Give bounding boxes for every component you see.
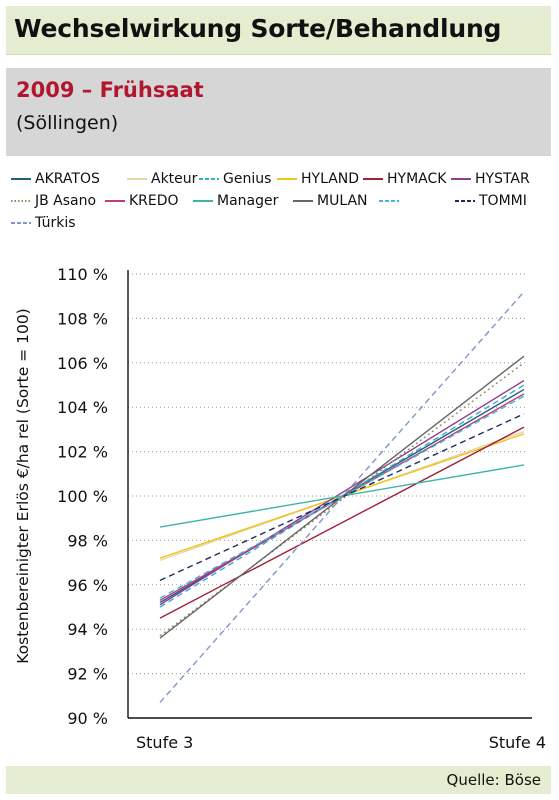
legend-label: Türkis — [35, 215, 76, 231]
legend-swatch — [277, 178, 297, 180]
legend-swatch — [11, 222, 31, 224]
y-axis-label: Kostenbereinigter Erlös €/ha rel (Sorte … — [14, 308, 32, 663]
legend-swatch — [379, 200, 399, 202]
legend-item: MULAN — [292, 192, 368, 210]
y-tick-label: 96 % — [67, 576, 108, 595]
legend-swatch — [451, 178, 471, 180]
y-tick-label: 110 % — [57, 265, 108, 284]
y-tick-label: 106 % — [57, 354, 108, 373]
chart-location: (Söllingen) — [16, 112, 119, 134]
legend-label: MULAN — [317, 193, 368, 209]
x-tick-label: Stufe 4 — [489, 733, 546, 752]
legend-item: AKRATOS — [10, 170, 100, 188]
legend-item: JB Asano — [10, 192, 96, 210]
legend-item: Akteur — [126, 170, 197, 188]
legend-item — [378, 192, 403, 210]
legend-swatch — [199, 178, 219, 180]
y-tick-label: 90 % — [67, 709, 108, 728]
legend-swatch — [193, 200, 213, 202]
legend-label: TOMMI — [479, 193, 527, 209]
legend-item: TOMMI — [454, 192, 527, 210]
legend-item: Türkis — [10, 214, 76, 232]
legend-swatch — [293, 200, 313, 202]
legend-item: Genius — [198, 170, 271, 188]
chart-subtitle: 2009 – Frühsaat — [16, 78, 204, 102]
legend-swatch — [105, 200, 125, 202]
series-line — [159, 379, 525, 606]
y-tick-label: 102 % — [57, 443, 108, 462]
legend-label: Akteur — [151, 171, 198, 187]
legend-label: Genius — [223, 171, 272, 187]
chart-title: Wechselwirkung Sorte/Behandlung — [14, 14, 502, 43]
legend-item: Manager — [192, 192, 278, 210]
legend-label: HYMACK — [387, 171, 447, 187]
x-tick-label: Stufe 3 — [136, 733, 193, 752]
legend-swatch — [11, 178, 31, 180]
title-bar: Wechselwirkung Sorte/Behandlung — [6, 6, 551, 55]
legend-label: HYSTAR — [475, 171, 530, 187]
line-chart: 90 % 92 % 94 % 96 % 98 % 100 % 102 % 104 % 106 %… — [14, 265, 546, 752]
series-line — [159, 291, 525, 703]
legend-label: Manager — [217, 193, 279, 209]
legend-label: JB Asano — [35, 193, 97, 209]
legend-swatch — [455, 200, 475, 202]
y-tick-label: 98 % — [67, 531, 108, 550]
y-tick-label: 100 % — [57, 487, 108, 506]
footer-bar: Quelle: Böse — [6, 766, 551, 794]
series-line — [159, 464, 525, 528]
legend-label: AKRATOS — [35, 171, 100, 187]
legend-swatch — [363, 178, 383, 180]
legend-swatch — [127, 178, 147, 180]
y-tick-label: 104 % — [57, 398, 108, 417]
source-note: Quelle: Böse — [446, 771, 541, 789]
legend-swatch — [11, 200, 31, 202]
legend-item: HYMACK — [362, 170, 446, 188]
legend-item: KREDO — [104, 192, 179, 210]
series-line — [159, 426, 525, 619]
series-line — [159, 362, 525, 637]
y-tick-label: 92 % — [67, 665, 108, 684]
y-tick-label: 94 % — [67, 620, 108, 639]
legend-label: HYLAND — [301, 171, 360, 187]
legend-item: HYLAND — [276, 170, 359, 188]
legend-label: KREDO — [129, 193, 179, 209]
subtitle-bar: 2009 – Frühsaat (Söllingen) — [6, 68, 551, 156]
legend-item: HYSTAR — [450, 170, 530, 188]
y-tick-label: 108 % — [57, 309, 108, 328]
